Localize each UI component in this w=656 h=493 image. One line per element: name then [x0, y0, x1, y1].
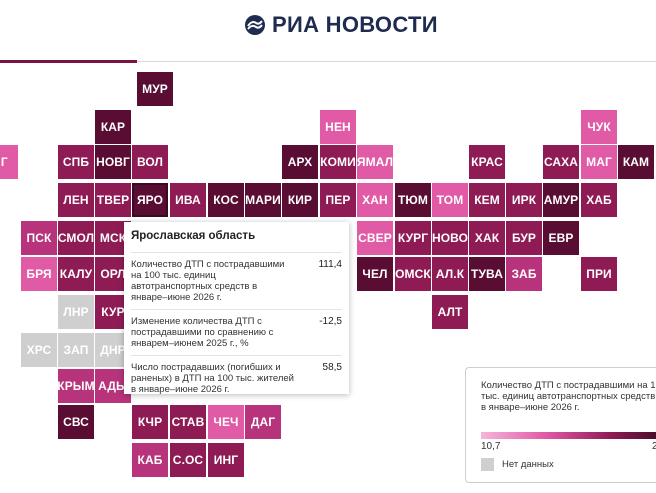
region-tile[interactable]: СПБ	[58, 145, 94, 179]
legend-title-line: тыс. единиц автотранспортных средств	[481, 391, 656, 402]
tooltip-region-title: Ярославская область	[131, 230, 256, 242]
region-tile[interactable]: ВОЛ	[132, 145, 168, 179]
region-tile[interactable]: АЛТ	[432, 295, 468, 329]
region-tile[interactable]: КАЛУ	[58, 257, 94, 291]
region-tile[interactable]: С.ОС	[170, 443, 206, 477]
region-tile[interactable]: ЧЕЧ	[208, 405, 244, 439]
region-tile[interactable]: АДЫ	[95, 369, 131, 403]
region-tile[interactable]: МАГ	[581, 145, 617, 179]
tooltip-row-label: Количество ДТП с пострадавшими на 100 ты…	[131, 259, 285, 303]
header-divider	[0, 61, 656, 62]
region-tile[interactable]: НОВГ	[95, 145, 131, 179]
ria-novosti-logo[interactable]: РИА НОВОСТИ	[244, 10, 438, 40]
region-tile[interactable]: СТАВ	[170, 405, 206, 439]
region-tile[interactable]: САХА	[543, 145, 579, 179]
region-tile[interactable]: КАР	[95, 110, 131, 144]
tooltip-row: Количество ДТП с пострадавшими на 100 ты…	[131, 252, 342, 309]
region-tile[interactable]: АРХ	[282, 145, 318, 179]
tooltip-row-value: 58,5	[322, 362, 342, 373]
region-tile[interactable]: ЧУК	[581, 110, 617, 144]
region-tile[interactable]: КРАС	[469, 145, 505, 179]
region-tile[interactable]: СВС	[58, 405, 94, 439]
region-tile[interactable]: ЯРО	[132, 183, 168, 217]
legend-max-value: 2	[652, 441, 656, 452]
region-tile[interactable]: КИР	[282, 183, 318, 217]
ria-logo-icon	[245, 15, 265, 35]
region-tile[interactable]: НОВО	[432, 221, 468, 255]
region-tile[interactable]: ПЕР	[320, 183, 356, 217]
logo-text: РИА НОВОСТИ	[272, 12, 438, 37]
region-tile[interactable]: ХАБ	[581, 183, 617, 217]
tooltip-row: Число пострадавших (погибших и раненых) …	[131, 355, 342, 401]
legend-gradient-bar	[481, 432, 656, 439]
region-tile[interactable]: ПСК	[21, 221, 57, 255]
region-tile[interactable]: ТУВА	[469, 257, 505, 291]
region-tile[interactable]: ИРК	[506, 183, 542, 217]
region-tile[interactable]: МУР	[137, 72, 173, 106]
region-tile[interactable]: ЕВР	[543, 221, 579, 255]
legend-title-line: Количество ДТП с пострадавшими на 1	[481, 380, 656, 391]
region-tile[interactable]: КРЫМ	[58, 369, 94, 403]
region-tile[interactable]: ЛНР	[58, 295, 94, 329]
header-accent-line	[0, 60, 137, 63]
region-tile[interactable]: КУРГ	[395, 221, 431, 255]
region-tile[interactable]: ПРИ	[581, 257, 617, 291]
legend-min-value: 10,7	[481, 441, 501, 452]
region-tile[interactable]: НГ	[0, 145, 18, 179]
region-tile[interactable]: ДАГ	[245, 405, 281, 439]
tooltip-row-label: Изменение количества ДТП с пострадавшими…	[131, 316, 274, 349]
region-tile[interactable]: ТВЕР	[95, 183, 131, 217]
region-tile[interactable]: ТОМ	[432, 183, 468, 217]
region-tile[interactable]: ЯМАЛ	[357, 145, 393, 179]
region-tile[interactable]: ХРС	[21, 333, 57, 367]
region-tile[interactable]: БРЯ	[21, 257, 57, 291]
legend-title-line: в январе–июне 2026 г.	[481, 402, 580, 413]
region-tile[interactable]: МАРИ	[245, 183, 281, 217]
region-tile[interactable]: КАБ	[132, 443, 168, 477]
tooltip-row: Изменение количества ДТП с пострадавшими…	[131, 309, 342, 355]
region-tile[interactable]: КОМИ	[320, 145, 356, 179]
no-data-swatch	[481, 458, 494, 471]
region-tile[interactable]: КЕМ	[469, 183, 505, 217]
region-tile[interactable]: ХАК	[469, 221, 505, 255]
region-tile[interactable]: ХАН	[357, 183, 393, 217]
region-tile[interactable]: СВЕР	[357, 221, 393, 255]
region-tile[interactable]: БУР	[506, 221, 542, 255]
region-tile[interactable]: ЧЕЛ	[357, 257, 393, 291]
region-tile[interactable]: КОС	[208, 183, 244, 217]
region-tile[interactable]: КАМ	[618, 145, 654, 179]
region-tile[interactable]: АМУР	[543, 183, 579, 217]
tooltip-row-label: Число пострадавших (погибших и раненых) …	[131, 362, 294, 395]
region-tile[interactable]: ЗАП	[58, 333, 94, 367]
region-tile[interactable]: АЛ.К	[432, 257, 468, 291]
region-tile[interactable]: ИНГ	[208, 443, 244, 477]
color-legend: Количество ДТП с пострадавшими на 1 тыс.…	[465, 367, 656, 483]
region-tile[interactable]: ТЮМ	[395, 183, 431, 217]
region-tooltip: Ярославская область Количество ДТП с пос…	[124, 222, 349, 395]
legend-no-data: Нет данных	[481, 458, 554, 471]
region-tile[interactable]: ИВА	[170, 183, 206, 217]
region-tile[interactable]: НЕН	[320, 110, 356, 144]
region-tile[interactable]: ОМСК	[395, 257, 431, 291]
region-tile[interactable]: СМОЛ	[58, 221, 94, 255]
tooltip-row-value: -12,5	[319, 316, 342, 327]
tooltip-row-value: 111,4	[318, 259, 342, 270]
region-tile[interactable]: ЗАБ	[506, 257, 542, 291]
legend-no-data-label: Нет данных	[502, 459, 554, 470]
region-tile[interactable]: КЧР	[132, 405, 168, 439]
region-tile[interactable]: ЛЕН	[58, 183, 94, 217]
